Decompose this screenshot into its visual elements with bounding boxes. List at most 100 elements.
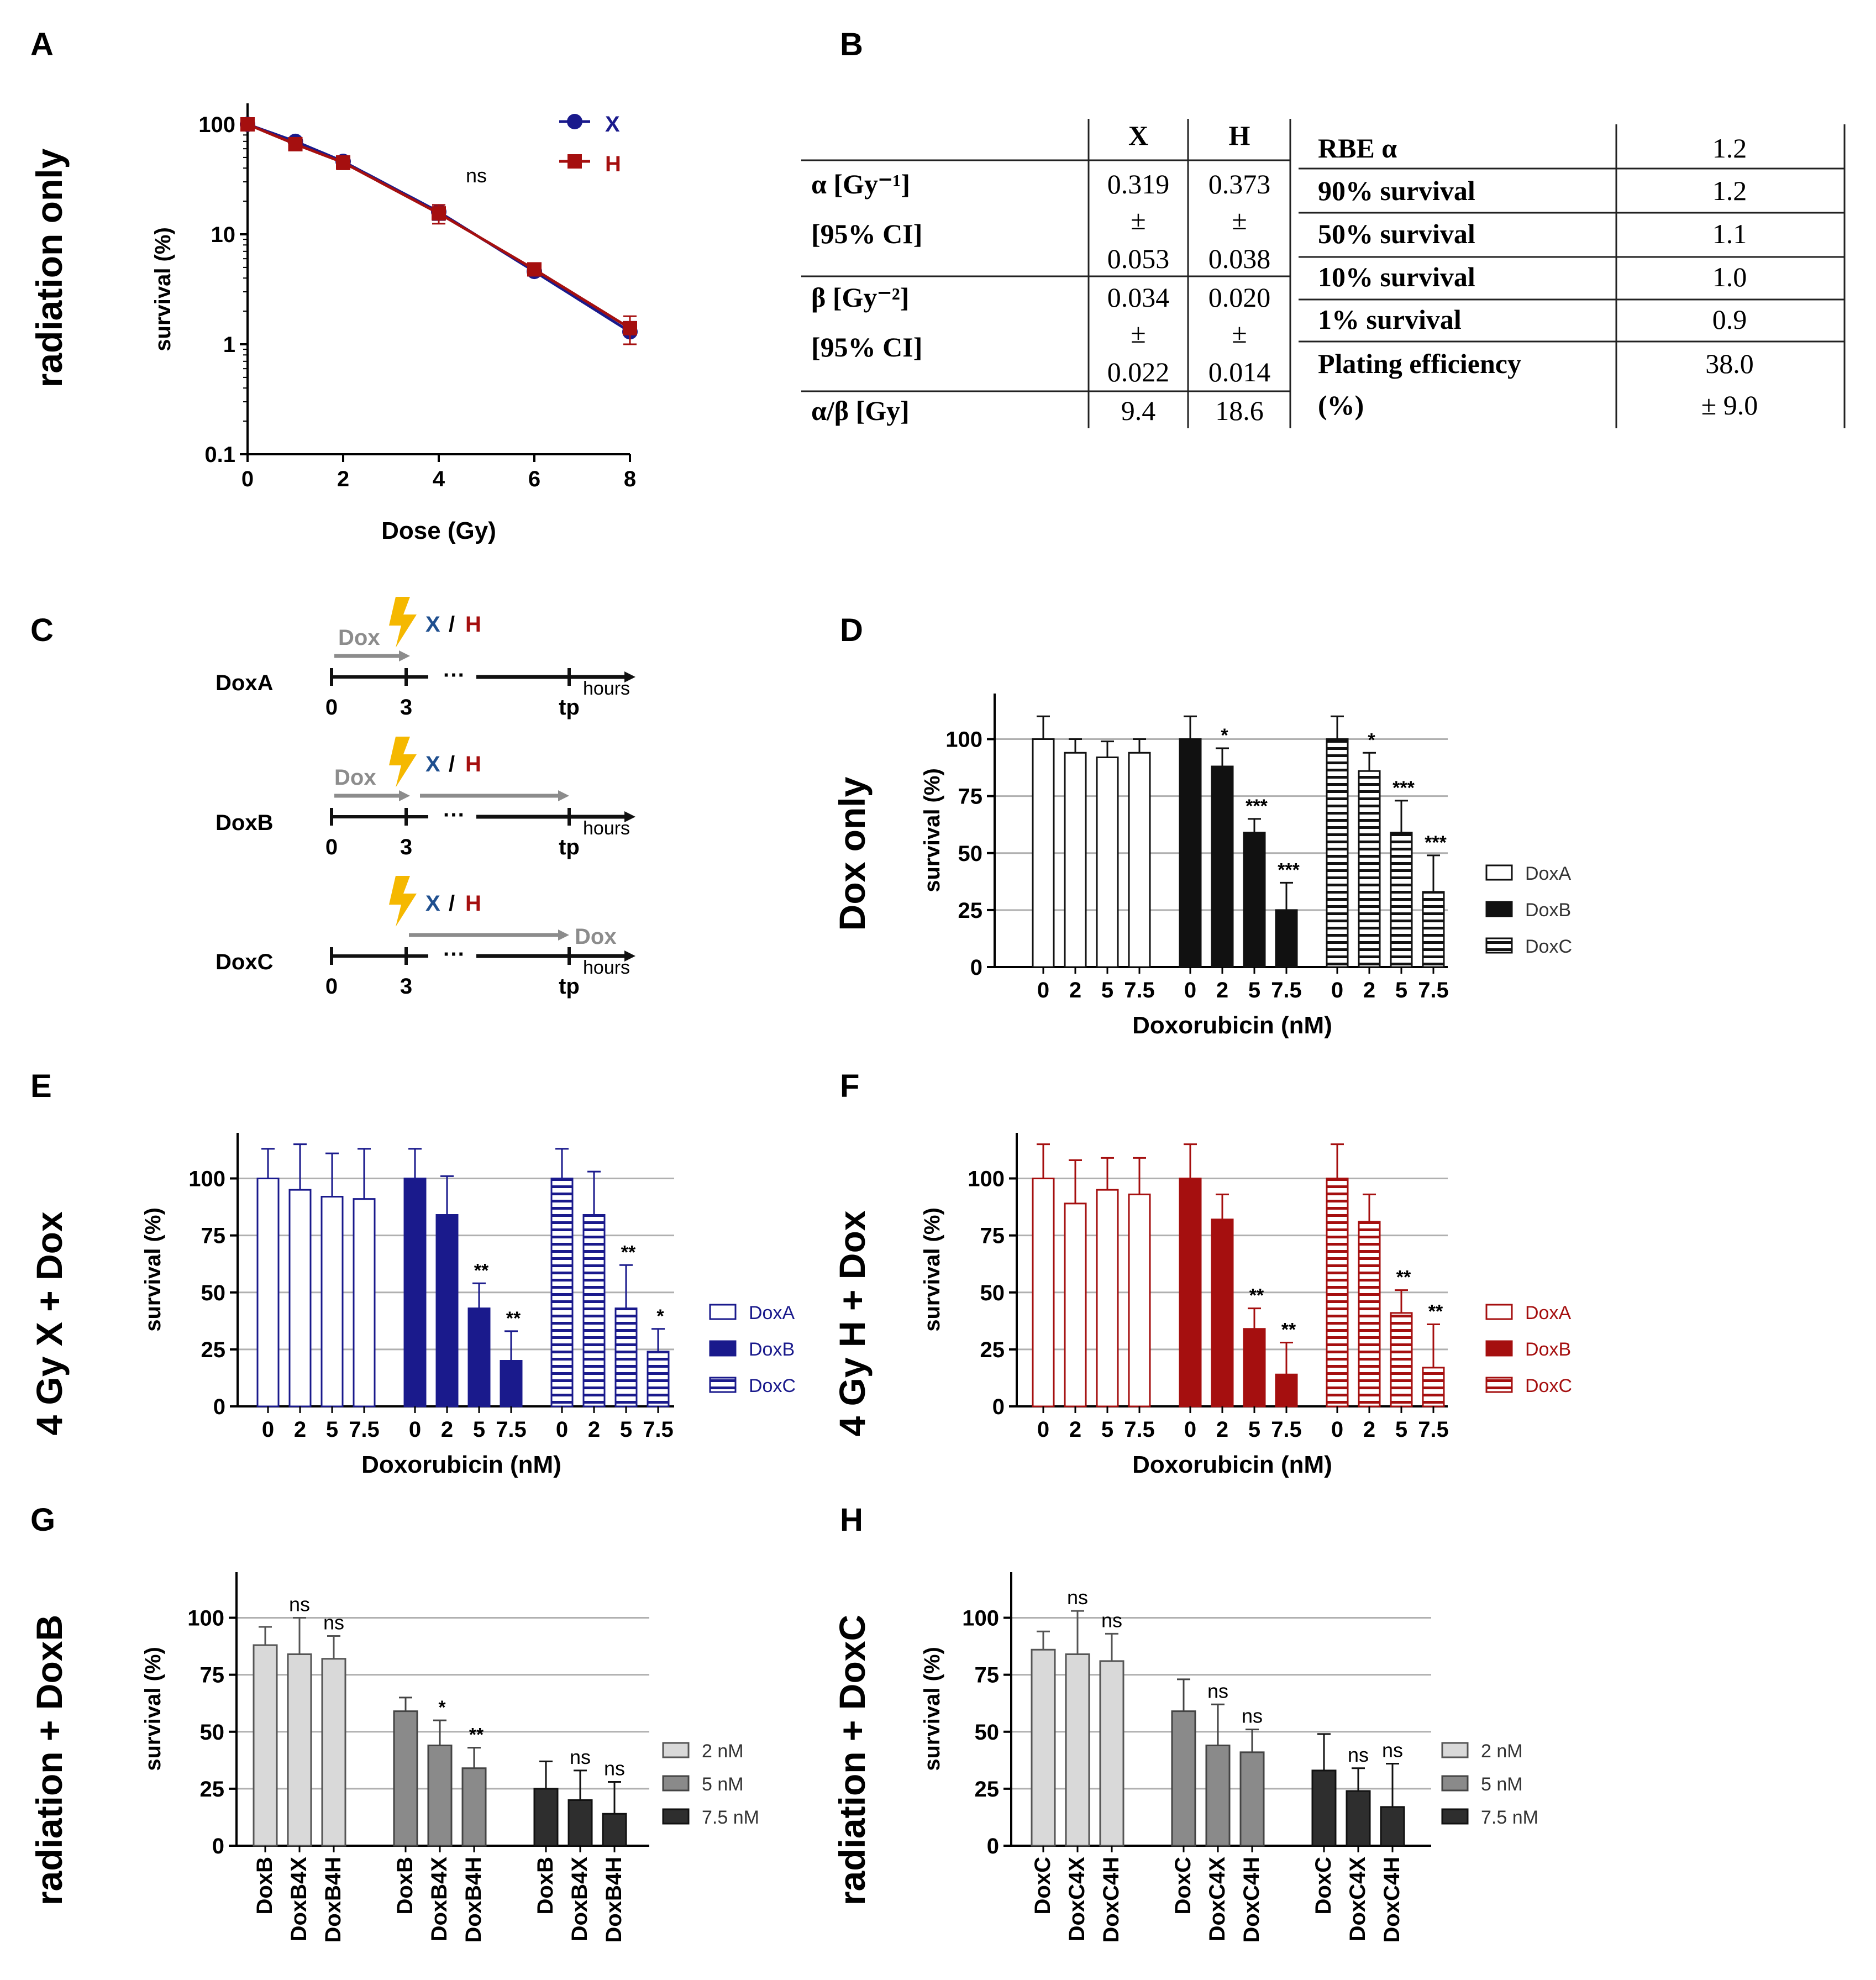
legend-swatch	[709, 1304, 737, 1320]
panel-letter-g: G	[30, 1502, 55, 1538]
x-tick-label: DoxC4X	[1346, 1857, 1370, 1942]
hours-label: hours	[583, 957, 630, 978]
x-tick-label: 2	[1216, 978, 1228, 1002]
significance-label: ***	[1246, 796, 1268, 817]
legend-swatch	[1441, 1808, 1469, 1825]
lightning-icon	[389, 597, 417, 648]
x-axis-label: Doxorubicin (nM)	[361, 1451, 561, 1478]
bar-DoxC	[582, 1214, 606, 1407]
table-cell: 1.0	[1712, 261, 1747, 292]
table-cell: 0.034	[1107, 282, 1170, 313]
x-tick-label: 0	[1184, 1417, 1196, 1442]
time-label-3: 3	[400, 974, 412, 999]
x-tick-label: 0	[409, 1417, 421, 1442]
x-tick-label: 2	[588, 1417, 600, 1442]
time-label-0: 0	[325, 695, 338, 719]
bar-DoxA	[1096, 1189, 1119, 1407]
x-tick-label: DoxB4H	[602, 1857, 626, 1943]
x-tick-label: 5	[326, 1417, 338, 1442]
x-tick-label: 5	[1248, 1417, 1260, 1442]
legend-label-X: X	[605, 112, 620, 136]
legend-label: 5 nM	[702, 1774, 744, 1795]
legend-swatch	[662, 1808, 690, 1825]
table-cell: ±	[1131, 204, 1145, 235]
legend-label: DoxC	[1525, 936, 1572, 957]
bar-DoxC	[550, 1178, 574, 1407]
bar-2-nM	[1099, 1660, 1124, 1847]
h-label: H	[465, 752, 481, 776]
legend-label: DoxA	[1525, 863, 1571, 884]
dox-arrow-head	[558, 790, 569, 801]
significance-label: ***	[1425, 832, 1447, 853]
table-label: Plating efficiency	[1318, 348, 1521, 379]
x-tick-label: 7.5	[1124, 1417, 1155, 1442]
x-tick-label: DoxC	[1171, 1857, 1195, 1914]
table-cell: 0.9	[1712, 304, 1747, 335]
x-tick-label: 7.5	[1271, 1417, 1302, 1442]
significance-label: **	[1396, 1267, 1411, 1288]
x-tick-label: 0	[1037, 1417, 1049, 1442]
x-tick-label: 0	[1331, 1417, 1343, 1442]
time-label-tp: tp	[559, 695, 580, 719]
slash-label: /	[449, 891, 455, 916]
y-tick-label: 50	[201, 1281, 226, 1305]
x-tick-label: 0	[556, 1417, 568, 1442]
table-cell: 0.014	[1208, 356, 1271, 387]
significance-label: ns	[604, 1757, 625, 1780]
significance-label: *	[1368, 729, 1375, 750]
panel-letter-d: D	[840, 612, 863, 648]
y-tick-label: 25	[975, 1777, 1000, 1802]
x-tick-label: DoxC4H	[1380, 1857, 1404, 1943]
x-tick-label: 5	[1101, 978, 1113, 1002]
row-label-a: radiation only	[29, 148, 70, 387]
bar-DoxB	[1243, 832, 1266, 968]
x-tick-label: 0	[262, 1417, 274, 1442]
data-point-H	[527, 262, 542, 277]
bar-5-nM	[393, 1710, 418, 1847]
x-label: X	[425, 612, 440, 637]
bar-DoxB	[1179, 1178, 1202, 1407]
table-cell: ±	[1131, 318, 1145, 349]
x-tick-label: DoxB	[253, 1857, 277, 1914]
table-cell: 18.6	[1215, 395, 1264, 426]
table-label: 1% survival	[1318, 304, 1462, 335]
x-tick-label: DoxC4H	[1239, 1857, 1264, 1943]
y-axis-label: survival (%)	[920, 768, 944, 892]
x-tick-label: 2	[1363, 978, 1375, 1002]
table-label: 50% survival	[1318, 218, 1475, 249]
legend-label-H: H	[605, 152, 621, 176]
bar-DoxC	[1390, 1312, 1413, 1407]
x-tick-label: DoxB4H	[321, 1857, 345, 1943]
bar-DoxA	[288, 1189, 312, 1407]
y-tick-label: 10	[211, 223, 236, 247]
x-tick-label: DoxB	[533, 1857, 558, 1914]
table-label: [95% CI]	[811, 332, 922, 363]
table-label: RBE α	[1318, 133, 1397, 164]
table-header-x: X	[1128, 120, 1148, 151]
row-label-f: 4 Gy H + Dox	[832, 1210, 873, 1436]
y-tick-label: 75	[980, 1224, 1005, 1248]
y-axis-label: survival (%)	[141, 1647, 165, 1771]
x-tick-label: 0	[1037, 978, 1049, 1002]
time-label-3: 3	[400, 695, 412, 719]
legend-label: 7.5 nM	[702, 1807, 759, 1828]
table-label: (%)	[1318, 390, 1364, 421]
schematic-row-label: DoxC	[216, 950, 273, 974]
bar-DoxA	[1032, 738, 1055, 968]
x-tick-label: 5	[1101, 1417, 1113, 1442]
chart-g: 0 25 50 75 100 survival (%) DoxB ns DoxB4X ns DoxB…	[141, 1572, 759, 1943]
significance-label: **	[506, 1308, 521, 1329]
y-tick-label: 50	[975, 1720, 1000, 1745]
dox-label: Dox	[338, 626, 380, 650]
significance-label: *	[438, 1697, 446, 1718]
table-label: α [Gy⁻¹]	[811, 169, 910, 199]
y-tick-label: 100	[945, 728, 982, 752]
legend-label: 2 nM	[702, 1741, 744, 1762]
y-tick-label: 50	[200, 1720, 225, 1745]
x-tick-label: DoxB	[393, 1857, 417, 1914]
significance-label: **	[469, 1725, 484, 1746]
bar-DoxC	[1390, 832, 1413, 968]
timeline-ellipsis: ···	[443, 663, 465, 687]
